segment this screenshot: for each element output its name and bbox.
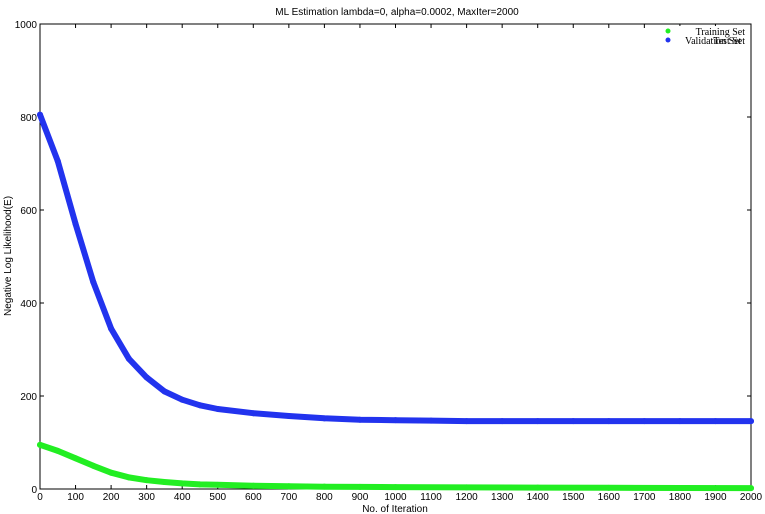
x-tick-label: 1200 (455, 492, 478, 503)
x-tick-label: 1500 (562, 492, 585, 503)
data-point (54, 158, 61, 165)
legend-marker-training (665, 28, 671, 34)
x-tick-label: 600 (245, 492, 262, 503)
x-tick-label: 1300 (491, 492, 514, 503)
x-tick-label: 1900 (704, 492, 727, 503)
data-point (54, 447, 61, 454)
legend-label-test: Test Set (713, 36, 745, 47)
data-point (179, 396, 186, 403)
data-point (90, 462, 97, 469)
x-tick-label: 1000 (384, 492, 407, 503)
data-point (676, 418, 683, 425)
axis-ticks: 0 100 200 300 400 500 600 700 800 900 1000 1100 1200… (15, 20, 763, 503)
data-point (214, 406, 221, 413)
data-point (161, 479, 168, 486)
data-point (748, 418, 754, 425)
data-point (321, 483, 328, 490)
data-point (108, 469, 115, 476)
data-point (250, 482, 257, 489)
data-point (321, 415, 328, 422)
chart-title: ML Estimation lambda=0, alpha=0.0002, Ma… (275, 7, 519, 18)
x-tick-label: 500 (209, 492, 226, 503)
data-point (285, 483, 292, 490)
data-point (605, 418, 612, 425)
data-point (356, 483, 363, 490)
data-point (356, 416, 363, 423)
x-tick-label: 200 (103, 492, 120, 503)
data-point (499, 418, 506, 425)
data-point (196, 481, 203, 488)
legend-label-validation: Validation Set (685, 36, 742, 47)
data-point (534, 484, 541, 491)
data-point (285, 412, 292, 419)
data-point (143, 477, 150, 484)
data-point (605, 484, 612, 491)
data-point (463, 484, 470, 491)
y-tick-label: 200 (20, 392, 37, 403)
data-point (214, 481, 221, 488)
data-point (37, 111, 43, 118)
x-tick-label: 400 (174, 492, 191, 503)
y-axis-title: Negative Log Likelihood(E) (3, 196, 14, 316)
data-point (748, 485, 754, 492)
x-tick-label: 800 (316, 492, 333, 503)
y-tick-label: 400 (20, 299, 37, 310)
data-point (676, 484, 683, 491)
x-axis-title: No. of Iteration (362, 504, 428, 514)
data-point (250, 410, 257, 417)
x-tick-label: 1600 (598, 492, 621, 503)
y-tick-label: 800 (20, 113, 37, 124)
data-point (179, 480, 186, 487)
x-tick-label: 1400 (527, 492, 550, 503)
legend: Training Set Validation Set Test Set (650, 26, 749, 47)
legend-marker-validation (665, 37, 671, 43)
data-point (143, 374, 150, 381)
data-point (641, 418, 648, 425)
data-point (90, 279, 97, 286)
x-tick-label: 700 (281, 492, 298, 503)
data-point (72, 455, 79, 462)
x-tick-label: 300 (138, 492, 155, 503)
x-tick-label: 1100 (420, 492, 442, 503)
data-point (534, 418, 541, 425)
y-tick-label: 1000 (15, 20, 38, 31)
data-point (712, 418, 719, 425)
series-layer (37, 111, 754, 492)
data-point (463, 418, 470, 425)
y-tick-label: 0 (31, 485, 37, 496)
data-point (125, 355, 132, 362)
series-line-validation-set (37, 111, 754, 425)
data-point (161, 388, 168, 395)
x-tick-label: 1700 (633, 492, 656, 503)
legend-label-training: Training Set (696, 27, 746, 38)
data-point (196, 402, 203, 409)
data-point (108, 325, 115, 332)
legend-box (650, 26, 749, 46)
x-tick-label: 900 (352, 492, 369, 503)
data-point (392, 417, 399, 424)
data-point (72, 220, 79, 227)
x-tick-label: 1800 (669, 492, 692, 503)
x-tick-label: 2000 (740, 492, 763, 503)
y-tick-label: 600 (20, 206, 37, 217)
x-tick-label: 100 (67, 492, 84, 503)
x-tick-label: 0 (37, 492, 43, 503)
data-point (125, 474, 132, 481)
data-point (570, 418, 577, 425)
data-point (392, 484, 399, 491)
data-point (37, 441, 43, 448)
data-point (428, 417, 435, 424)
